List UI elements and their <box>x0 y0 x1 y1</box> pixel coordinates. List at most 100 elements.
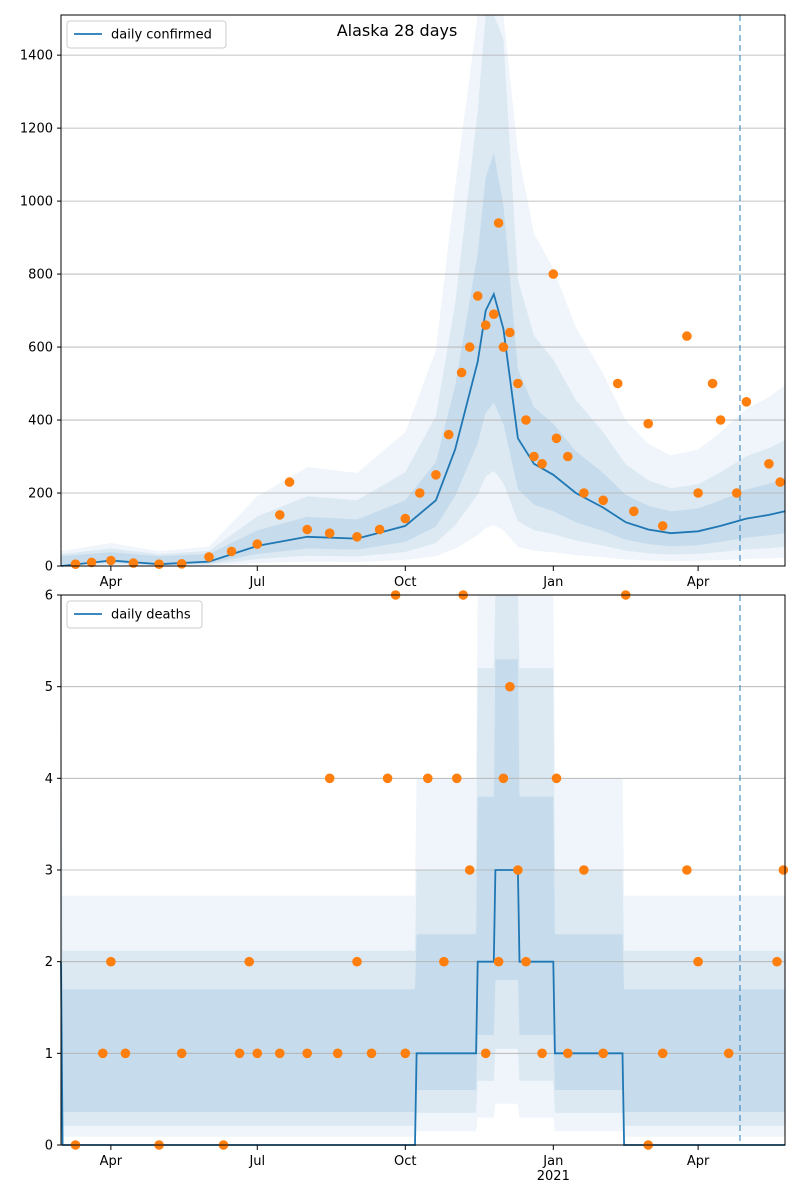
deaths-observed-point <box>598 1048 608 1059</box>
deaths-y-tick-label: 4 <box>45 772 53 787</box>
deaths-observed-point <box>513 865 523 875</box>
confirmed-observed-point <box>443 429 454 440</box>
deaths-y-tick-label: 2 <box>45 955 53 970</box>
deaths-observed-point <box>772 956 782 967</box>
confirmed-observed-point <box>480 320 491 331</box>
deaths-observed-point <box>106 956 116 967</box>
confirmed-y-tick-label: 200 <box>28 487 53 502</box>
confirmed-observed-point <box>106 555 116 566</box>
confirmed-observed-point <box>505 327 515 338</box>
confirmed-observed-point <box>154 559 164 569</box>
deaths-observed-point <box>682 865 692 875</box>
deaths-observed-point <box>464 865 475 875</box>
deaths-y-tick-label: 5 <box>45 680 53 695</box>
confirmed-observed-point <box>374 524 385 535</box>
confirmed-observed-point <box>226 546 237 557</box>
deaths-y-tick-label: 1 <box>45 1047 53 1062</box>
confirmed-y-tick-label: 1000 <box>20 195 53 210</box>
confirmed-y-tick-label: 800 <box>28 268 53 283</box>
confirmed-legend-box <box>66 20 227 49</box>
deaths-observed-point <box>693 956 703 967</box>
confirmed-observed-point <box>252 539 263 549</box>
confirmed-observed-point <box>764 459 774 469</box>
confirmed-band-1 <box>61 15 785 566</box>
deaths-band-1 <box>61 595 785 1137</box>
deaths-x-tick-label: 2021 <box>537 1169 570 1184</box>
confirmed-observed-point <box>548 269 559 279</box>
deaths-observed-point <box>324 773 335 784</box>
deaths-observed-point <box>505 681 515 692</box>
confirmed-observed-point <box>70 559 81 569</box>
deaths-observed-point <box>778 865 789 875</box>
confirmed-y-tick-label: 1400 <box>20 49 53 64</box>
confirmed-observed-point <box>464 342 475 352</box>
deaths-y-tick-label: 3 <box>45 864 53 879</box>
confirmed-x-axis: Apr Jul Oct Jan Apr <box>100 566 710 590</box>
confirmed-observed-point <box>324 528 335 538</box>
deaths-y-axis: 0 1 2 3 4 5 6 <box>45 589 61 1154</box>
deaths-observed-point <box>302 1048 313 1059</box>
confirmed-observed-point <box>612 378 623 389</box>
deaths-observed-point <box>352 956 362 967</box>
confirmed-y-tick-label: 0 <box>45 560 53 575</box>
deaths-observed-point <box>382 773 393 784</box>
confirmed-observed-point <box>521 415 531 425</box>
confirmed-observed-point <box>579 488 589 498</box>
confirmed-observed-point <box>598 495 608 506</box>
deaths-x-tick-label: Apr <box>100 1154 123 1169</box>
confirmed-observed-point <box>513 378 523 389</box>
confirmed-x-tick-label: Jan <box>542 575 563 590</box>
deaths-observed-point <box>563 1048 573 1059</box>
deaths-observed-point <box>366 1048 377 1059</box>
confirmed-observed-point <box>551 433 562 444</box>
deaths-observed-point <box>498 773 509 784</box>
confirmed-observed-point <box>176 559 187 569</box>
deaths-observed-point <box>275 1048 285 1059</box>
confirmed-observed-point <box>629 506 639 517</box>
confirmed-y-tick-label: 400 <box>28 414 53 429</box>
confirmed-legend: daily confirmed <box>66 20 227 49</box>
deaths-observed-point <box>521 956 531 967</box>
chart-title: Alaska 28 days <box>337 21 458 40</box>
deaths-observed-point <box>579 865 589 875</box>
deaths-x-tick-label: Oct <box>394 1154 416 1169</box>
deaths-observed-point <box>551 773 562 784</box>
confirmed-legend-label: daily confirmed <box>111 28 212 43</box>
deaths-legend: daily deaths <box>66 600 203 629</box>
deaths-observed-point <box>480 1048 491 1059</box>
confirmed-observed-point <box>489 309 499 320</box>
deaths-observed-point <box>423 773 433 784</box>
deaths-observed-point <box>537 1048 547 1059</box>
confirmed-observed-points <box>70 218 785 569</box>
deaths-observed-point <box>252 1048 263 1059</box>
confirmed-observed-point <box>472 291 483 301</box>
deaths-x-tick-label: Jan <box>542 1154 563 1169</box>
confirmed-observed-point <box>352 532 362 542</box>
confirmed-observed-point <box>741 397 752 407</box>
confirmed-x-tick-label: Apr <box>100 575 123 590</box>
deaths-band-2 <box>61 595 785 1126</box>
deaths-y-tick-label: 0 <box>45 1139 53 1154</box>
confirmed-y-tick-label: 600 <box>28 341 53 356</box>
confirmed-observed-point <box>275 510 285 520</box>
confirmed-observed-point <box>284 477 295 487</box>
confirmed-model-line <box>60 291 786 567</box>
deaths-observed-point <box>657 1048 668 1059</box>
confirmed-observed-point <box>563 451 573 462</box>
deaths-observed-point <box>493 956 504 967</box>
confirmed-observed-point <box>707 378 718 389</box>
confirmed-observed-point <box>715 415 726 425</box>
confirmed-observed-point <box>86 557 97 568</box>
deaths-observed-point <box>452 773 462 784</box>
deaths-observed-point <box>234 1048 245 1059</box>
confirmed-series-line <box>60 291 786 567</box>
deaths-observed-point <box>98 1048 108 1059</box>
confirmed-observed-point <box>537 459 547 469</box>
deaths-x-tick-label: Apr <box>687 1154 710 1169</box>
deaths-x-tick-label: Jul <box>248 1154 265 1169</box>
deaths-observed-point <box>176 1048 187 1059</box>
